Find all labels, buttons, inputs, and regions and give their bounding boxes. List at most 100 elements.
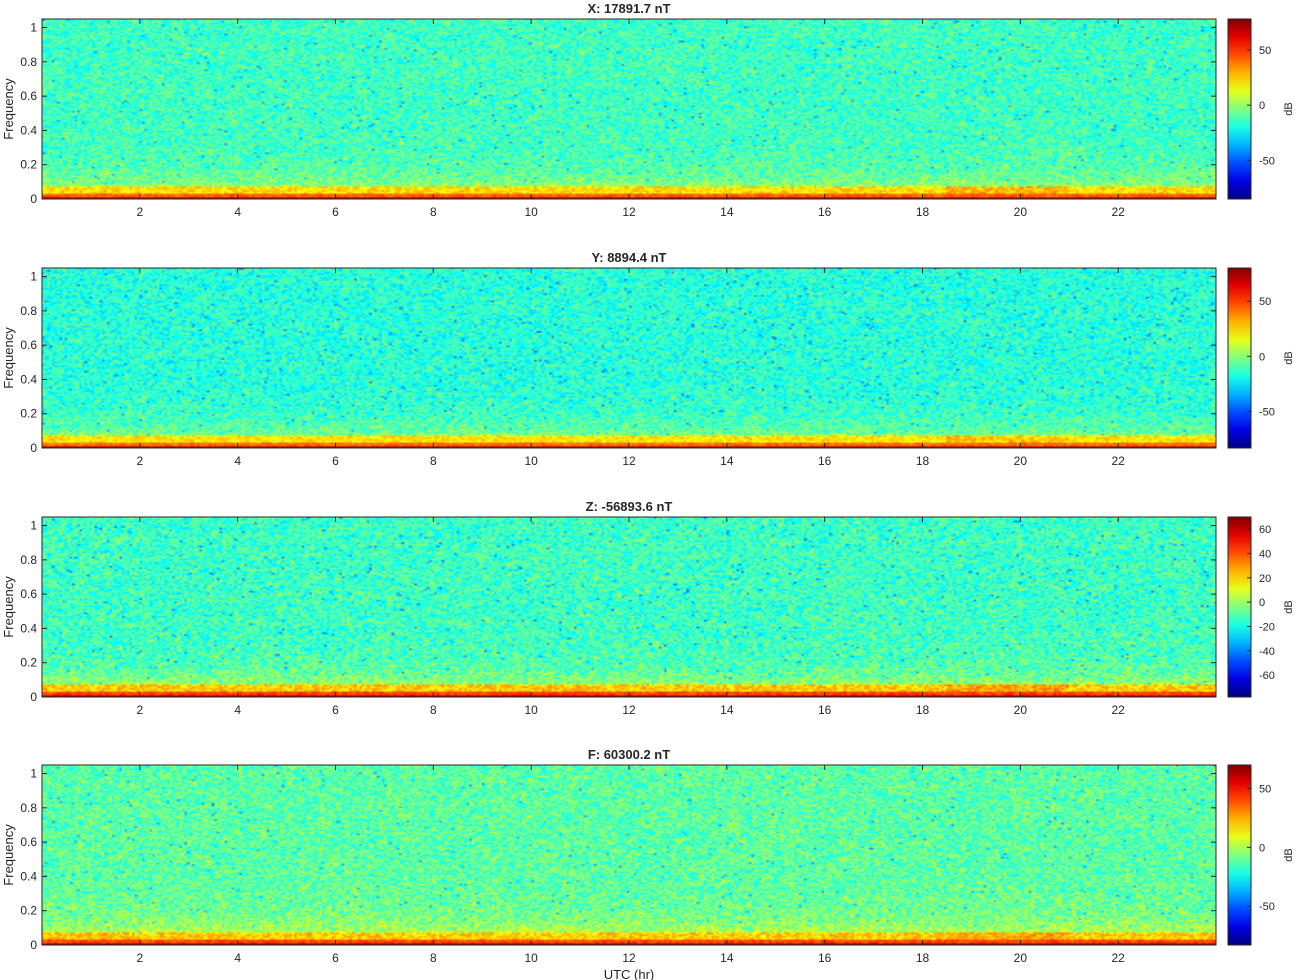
colorbar xyxy=(1227,18,1252,200)
colorbar-tick-label: 0 xyxy=(1259,842,1265,854)
y-tick-label: 0.8 xyxy=(20,55,37,69)
colorbar xyxy=(1227,516,1252,698)
x-tick-label: 18 xyxy=(916,951,930,965)
spectrogram-image xyxy=(42,765,1216,945)
y-tick-label: 0.2 xyxy=(20,656,37,670)
x-axis-label: UTC (hr) xyxy=(604,967,655,980)
x-tick-label: 6 xyxy=(332,205,339,219)
x-tick-label: 6 xyxy=(332,703,339,717)
colorbar-tick-label: -50 xyxy=(1259,407,1275,419)
x-tick-label: 4 xyxy=(234,703,241,717)
x-tick-label: 16 xyxy=(818,205,832,219)
x-tick-label: 10 xyxy=(524,951,538,965)
x-tick-label: 14 xyxy=(720,951,734,965)
x-tick-label: 8 xyxy=(430,951,437,965)
y-tick-label: 1 xyxy=(30,270,37,284)
colorbar-tick-label: 20 xyxy=(1259,573,1271,585)
y-tick-label: 0.6 xyxy=(20,338,37,352)
panel-title: Z: -56893.6 nT xyxy=(586,499,673,514)
x-tick-label: 20 xyxy=(1014,205,1028,219)
x-tick-label: 4 xyxy=(234,205,241,219)
x-tick-label: 6 xyxy=(332,454,339,468)
spectrogram-panel: X: 17891.7 nT2 4 6 8 10 12 14 16 18 20 2200.20.40.… xyxy=(1,1,1295,219)
colorbar-tick-label: -50 xyxy=(1259,901,1275,913)
y-tick-label: 0.2 xyxy=(20,158,37,172)
x-tick-label: 22 xyxy=(1111,951,1125,965)
y-axis-label: Frequency xyxy=(1,327,16,389)
x-tick-label: 12 xyxy=(622,205,636,219)
colorbar-tick-label: -40 xyxy=(1259,646,1275,658)
x-tick-label: 10 xyxy=(524,205,538,219)
x-tick-label: 20 xyxy=(1014,951,1028,965)
x-tick-label: 22 xyxy=(1111,205,1125,219)
y-tick-label: 0 xyxy=(30,192,37,206)
spectrogram-panel: F: 60300.2 nT2 4 6 8 10 12 14 16 18 20 2200.20.40.… xyxy=(1,747,1295,980)
y-tick-label: 0.4 xyxy=(20,372,37,386)
x-tick-label: 12 xyxy=(622,454,636,468)
colorbar-label: dB xyxy=(1283,351,1295,364)
colorbar-label: dB xyxy=(1283,600,1295,613)
x-tick-label: 10 xyxy=(524,454,538,468)
x-tick-label: 8 xyxy=(430,205,437,219)
x-tick-label: 16 xyxy=(818,951,832,965)
y-tick-label: 0.4 xyxy=(20,123,37,137)
y-tick-label: 0.8 xyxy=(20,304,37,318)
x-tick-label: 4 xyxy=(234,454,241,468)
x-tick-label: 14 xyxy=(720,703,734,717)
y-axis-label: Frequency xyxy=(1,576,16,638)
x-tick-label: 18 xyxy=(916,703,930,717)
x-tick-label: 2 xyxy=(136,205,143,219)
y-tick-label: 0 xyxy=(30,938,37,952)
panel-title: X: 17891.7 nT xyxy=(587,1,670,16)
colorbar-tick-label: 50 xyxy=(1259,784,1271,796)
x-tick-label: 2 xyxy=(136,454,143,468)
spectrogram-panel: Y: 8894.4 nT2 4 6 8 10 12 14 16 18 20 2200.20.40.6… xyxy=(1,250,1295,468)
y-tick-label: 0.2 xyxy=(20,904,37,918)
colorbar-tick-label: 0 xyxy=(1259,100,1265,112)
colorbar-label: dB xyxy=(1283,102,1295,115)
panel-title: Y: 8894.4 nT xyxy=(592,250,667,265)
colorbar-tick-label: 0 xyxy=(1259,351,1265,363)
x-tick-label: 22 xyxy=(1111,703,1125,717)
x-tick-label: 16 xyxy=(818,454,832,468)
y-tick-label: 0.6 xyxy=(20,587,37,601)
colorbar-tick-label: 50 xyxy=(1259,296,1271,308)
x-tick-label: 20 xyxy=(1014,703,1028,717)
colorbar-tick-label: 0 xyxy=(1259,597,1265,609)
spectrogram-image xyxy=(42,517,1216,697)
y-tick-label: 1 xyxy=(30,21,37,35)
x-tick-label: 2 xyxy=(136,951,143,965)
colorbar-tick-label: 40 xyxy=(1259,548,1271,560)
spectrogram-image xyxy=(42,268,1216,448)
x-tick-label: 14 xyxy=(720,454,734,468)
x-tick-label: 12 xyxy=(622,951,636,965)
colorbar-label: dB xyxy=(1283,848,1295,861)
y-tick-label: 0 xyxy=(30,441,37,455)
x-tick-label: 8 xyxy=(430,454,437,468)
colorbar-tick-label: 60 xyxy=(1259,524,1271,536)
y-tick-label: 0.2 xyxy=(20,407,37,421)
colorbar-tick-label: -20 xyxy=(1259,621,1275,633)
x-tick-label: 10 xyxy=(524,703,538,717)
x-tick-label: 18 xyxy=(916,205,930,219)
colorbar xyxy=(1227,764,1252,946)
y-tick-label: 0.6 xyxy=(20,835,37,849)
spectrogram-image xyxy=(42,19,1216,199)
y-axis-label: Frequency xyxy=(1,78,16,140)
y-tick-label: 1 xyxy=(30,519,37,533)
x-tick-label: 22 xyxy=(1111,454,1125,468)
x-tick-label: 2 xyxy=(136,703,143,717)
x-tick-label: 4 xyxy=(234,951,241,965)
y-tick-label: 0.6 xyxy=(20,89,37,103)
x-tick-label: 14 xyxy=(720,205,734,219)
colorbar-tick-label: 50 xyxy=(1259,45,1271,57)
spectrogram-panel: Z: -56893.6 nT2 4 6 8 10 12 14 16 18 20 2200.20.40… xyxy=(1,499,1295,717)
y-tick-label: 0.8 xyxy=(20,553,37,567)
x-tick-label: 20 xyxy=(1014,454,1028,468)
x-tick-label: 12 xyxy=(622,703,636,717)
y-tick-label: 0 xyxy=(30,690,37,704)
y-axis-label: Frequency xyxy=(1,824,16,886)
colorbar xyxy=(1227,267,1252,449)
x-tick-label: 8 xyxy=(430,703,437,717)
colorbar-tick-label: -60 xyxy=(1259,670,1275,682)
